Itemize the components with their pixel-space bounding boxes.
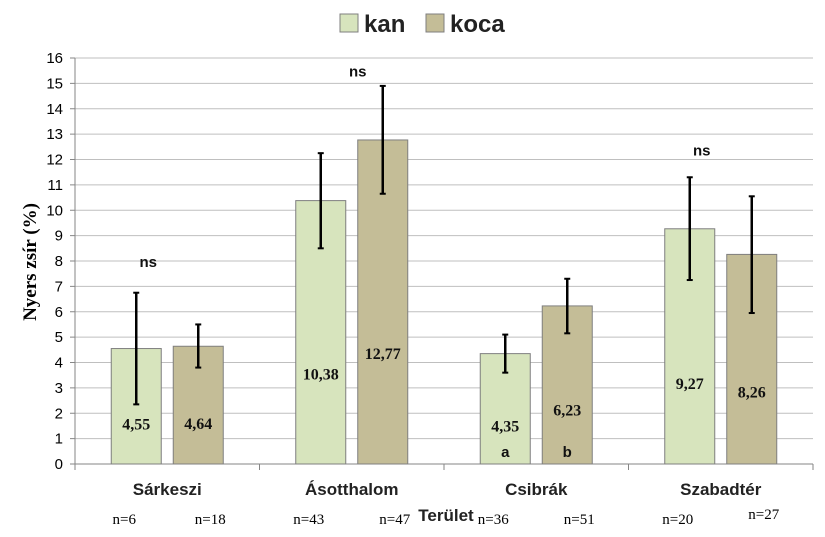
y-tick-label: 1 — [55, 431, 63, 448]
y-tick-label: 7 — [55, 278, 63, 295]
category-label: Ásotthalom — [305, 480, 399, 499]
data-label: 6,23 — [553, 402, 581, 419]
significance-annotation: ns — [693, 142, 711, 159]
y-tick-label: 8 — [55, 253, 63, 270]
x-axis-title: Terület — [418, 506, 474, 525]
sample-size-label: n=51 — [564, 512, 595, 528]
significance-letter: a — [501, 444, 510, 461]
legend-label-kan: kan — [364, 11, 405, 38]
y-tick-label: 3 — [55, 380, 63, 397]
y-tick-label: 2 — [55, 405, 63, 422]
gridlines — [75, 57, 813, 440]
y-tick-label: 4 — [55, 355, 63, 372]
sample-size-label: n=27 — [748, 507, 779, 523]
category-label: Csibrák — [505, 480, 568, 499]
y-tick-label: 14 — [46, 101, 63, 118]
category-label: Sárkeszi — [133, 480, 202, 499]
legend-swatch-kan — [339, 13, 359, 33]
x-axis: Sárkeszi n=6 n=18 Ásotthalom n=43 n=47 Csibrák… — [74, 463, 814, 528]
sample-size-label: n=43 — [293, 512, 324, 528]
y-tick-label: 9 — [55, 228, 63, 245]
data-label: 4,64 — [184, 416, 212, 433]
y-tick-label: 15 — [46, 75, 63, 92]
legend: kan koca — [339, 11, 505, 38]
data-label: 9,27 — [676, 376, 704, 393]
y-tick-label: 6 — [55, 304, 63, 321]
y-tick-label: 10 — [46, 202, 63, 219]
y-tick-label: 5 — [55, 329, 63, 346]
legend-swatch-koca — [425, 13, 445, 33]
significance-annotation: ns — [349, 64, 367, 81]
y-axis-title: Nyers zsír (%) — [20, 203, 41, 321]
data-label: 10,38 — [303, 366, 339, 383]
y-tick-label: 11 — [47, 177, 63, 194]
bars — [110, 139, 778, 465]
significance-letter: b — [563, 444, 572, 461]
sample-size-label: n=47 — [379, 512, 410, 528]
data-labels: 4,55 4,64 ns 10,38 12,77 ns 4,35 a 6,23 b 9,27 8,26… — [122, 64, 766, 461]
y-tick-label: 13 — [46, 126, 63, 143]
sample-size-label: n=20 — [662, 512, 693, 528]
data-label: 12,77 — [365, 346, 401, 363]
significance-annotation: ns — [139, 254, 157, 271]
y-tick-label: 16 — [46, 50, 63, 67]
sample-size-label: n=18 — [195, 512, 226, 528]
legend-label-koca: koca — [450, 11, 505, 38]
y-tick-label: 0 — [55, 456, 63, 473]
data-label: 8,26 — [738, 385, 766, 402]
y-tick-label: 12 — [46, 152, 63, 169]
category-label: Szabadtér — [680, 480, 762, 499]
sample-size-label: n=36 — [478, 512, 509, 528]
data-label: 4,55 — [122, 417, 150, 434]
error-bars — [133, 84, 755, 406]
data-label: 4,35 — [491, 418, 519, 435]
sample-size-label: n=6 — [113, 512, 137, 528]
